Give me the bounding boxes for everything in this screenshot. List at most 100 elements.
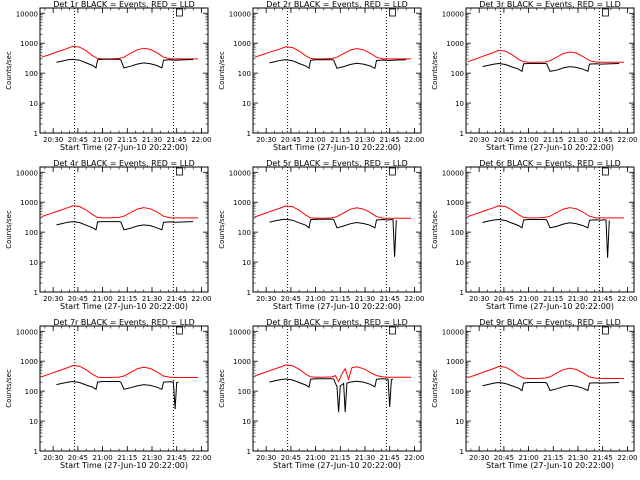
x-tick-label: 21:30 <box>355 136 375 144</box>
x-axis-label: Start Time (27-Jun-10 20:22:00) <box>273 143 401 152</box>
x-tick-label: 22:00 <box>617 136 637 144</box>
y-tick-label: 1 <box>34 289 38 297</box>
panel-title: Det 8r BLACK = Events, RED = LLD <box>266 318 408 327</box>
x-tick-label: 21:30 <box>568 454 588 462</box>
panel-title: Det 4r BLACK = Events, RED = LLD <box>53 159 195 168</box>
x-tick-label: 20:45 <box>281 295 301 303</box>
x-axis-label: Start Time (27-Jun-10 20:22:00) <box>486 461 614 470</box>
x-tick-label: 21:45 <box>593 295 613 303</box>
lld-rate-line <box>254 46 412 60</box>
y-tick-label: 100 <box>451 229 464 237</box>
x-tick-label: 21:15 <box>543 454 563 462</box>
x-tick-label: 21:30 <box>355 454 375 462</box>
flag-box <box>176 167 183 176</box>
y-tick-label: 10000 <box>229 10 251 18</box>
x-tick-label: 20:45 <box>494 454 514 462</box>
y-tick-label: 1000 <box>20 199 38 207</box>
flag-box <box>602 167 609 176</box>
flag-box <box>389 8 396 17</box>
y-tick-label: 10000 <box>442 10 464 18</box>
detector-panel: Det 1r BLACK = Events, RED = LLD 1 10 100 10… <box>5 0 212 152</box>
x-tick-label: 20:30 <box>43 295 63 303</box>
flag-box <box>389 326 396 335</box>
event-rate-line <box>482 218 610 258</box>
x-tick-label: 22:00 <box>404 454 424 462</box>
y-tick-label: 1 <box>460 448 464 456</box>
x-tick-label: 20:30 <box>469 136 489 144</box>
flag-box <box>602 8 609 17</box>
x-tick-label: 21:00 <box>92 136 112 144</box>
plot-frame <box>39 166 209 293</box>
x-tick-label: 22:00 <box>404 136 424 144</box>
plot-frame <box>39 325 209 452</box>
y-tick-label: 1 <box>247 289 251 297</box>
y-tick-label: 10 <box>242 418 251 426</box>
y-tick-label: 100 <box>451 70 464 78</box>
y-axis-label: Counts/sec <box>5 210 13 249</box>
y-axis-label: Counts/sec <box>218 51 226 90</box>
detector-panel: Det 8r BLACK = Events, RED = LLD 1 10 100 10… <box>218 318 425 470</box>
x-tick-label: 21:45 <box>593 454 613 462</box>
detector-panel: Det 6r BLACK = Events, RED = LLD 1 10 100 10… <box>431 159 638 311</box>
x-axis-label: Start Time (27-Jun-10 20:22:00) <box>60 143 188 152</box>
x-tick-label: 22:00 <box>617 295 637 303</box>
x-tick-label: 20:30 <box>256 295 276 303</box>
event-rate-line <box>482 381 620 392</box>
x-tick-label: 21:15 <box>543 295 563 303</box>
y-axis-label: Counts/sec <box>218 210 226 249</box>
x-tick-label: 20:30 <box>469 295 489 303</box>
y-tick-label: 1000 <box>233 199 251 207</box>
panel-title: Det 3r BLACK = Events, RED = LLD <box>479 0 621 9</box>
lld-rate-line <box>467 365 625 379</box>
event-rate-line <box>482 62 620 73</box>
y-tick-label: 100 <box>25 388 38 396</box>
plot-frame <box>465 7 635 134</box>
x-tick-label: 21:00 <box>305 136 325 144</box>
y-tick-label: 1000 <box>20 358 38 366</box>
x-tick-label: 21:15 <box>117 454 137 462</box>
x-tick-label: 21:30 <box>142 454 162 462</box>
lld-rate-line <box>467 49 625 63</box>
x-tick-label: 22:00 <box>191 136 211 144</box>
plot-frame <box>252 325 422 452</box>
x-tick-label: 21:30 <box>142 136 162 144</box>
event-rate-line <box>56 380 179 410</box>
y-tick-label: 1000 <box>446 358 464 366</box>
x-tick-label: 21:45 <box>380 136 400 144</box>
x-axis-label: Start Time (27-Jun-10 20:22:00) <box>273 302 401 311</box>
panel-title: Det 2r BLACK = Events, RED = LLD <box>266 0 408 9</box>
lld-rate-line <box>41 205 199 219</box>
panel-title: Det 1r BLACK = Events, RED = LLD <box>53 0 195 9</box>
detector-panel: Det 5r BLACK = Events, RED = LLD 1 10 100 10… <box>218 159 425 311</box>
x-tick-label: 21:45 <box>380 454 400 462</box>
flag-box <box>389 167 396 176</box>
lld-rate-line <box>41 45 199 60</box>
lld-rate-line <box>254 364 412 383</box>
x-axis-label: Start Time (27-Jun-10 20:22:00) <box>60 302 188 311</box>
x-tick-label: 20:30 <box>43 136 63 144</box>
detector-panel: Det 9r BLACK = Events, RED = LLD 1 10 100 10… <box>431 318 638 470</box>
x-tick-label: 21:15 <box>330 136 350 144</box>
y-tick-label: 10 <box>455 418 464 426</box>
x-tick-label: 22:00 <box>404 295 424 303</box>
y-tick-label: 100 <box>451 388 464 396</box>
plot-frame <box>39 7 209 134</box>
x-tick-label: 20:45 <box>68 295 88 303</box>
x-tick-label: 21:00 <box>305 295 325 303</box>
x-tick-label: 21:00 <box>92 295 112 303</box>
panel-title: Det 5r BLACK = Events, RED = LLD <box>266 159 408 168</box>
x-tick-label: 21:15 <box>330 454 350 462</box>
detector-panel: Det 4r BLACK = Events, RED = LLD 1 10 100 10… <box>5 159 212 311</box>
lld-rate-line <box>467 205 625 219</box>
plot-frame <box>465 166 635 293</box>
y-tick-label: 100 <box>238 229 251 237</box>
plot-frame <box>252 7 422 134</box>
y-tick-label: 10000 <box>16 10 38 18</box>
y-axis-label: Counts/sec <box>431 51 439 90</box>
event-rate-line <box>269 218 397 257</box>
y-tick-label: 10000 <box>229 328 251 336</box>
x-tick-label: 20:30 <box>256 454 276 462</box>
x-tick-label: 21:45 <box>167 454 187 462</box>
y-tick-label: 1 <box>247 130 251 138</box>
